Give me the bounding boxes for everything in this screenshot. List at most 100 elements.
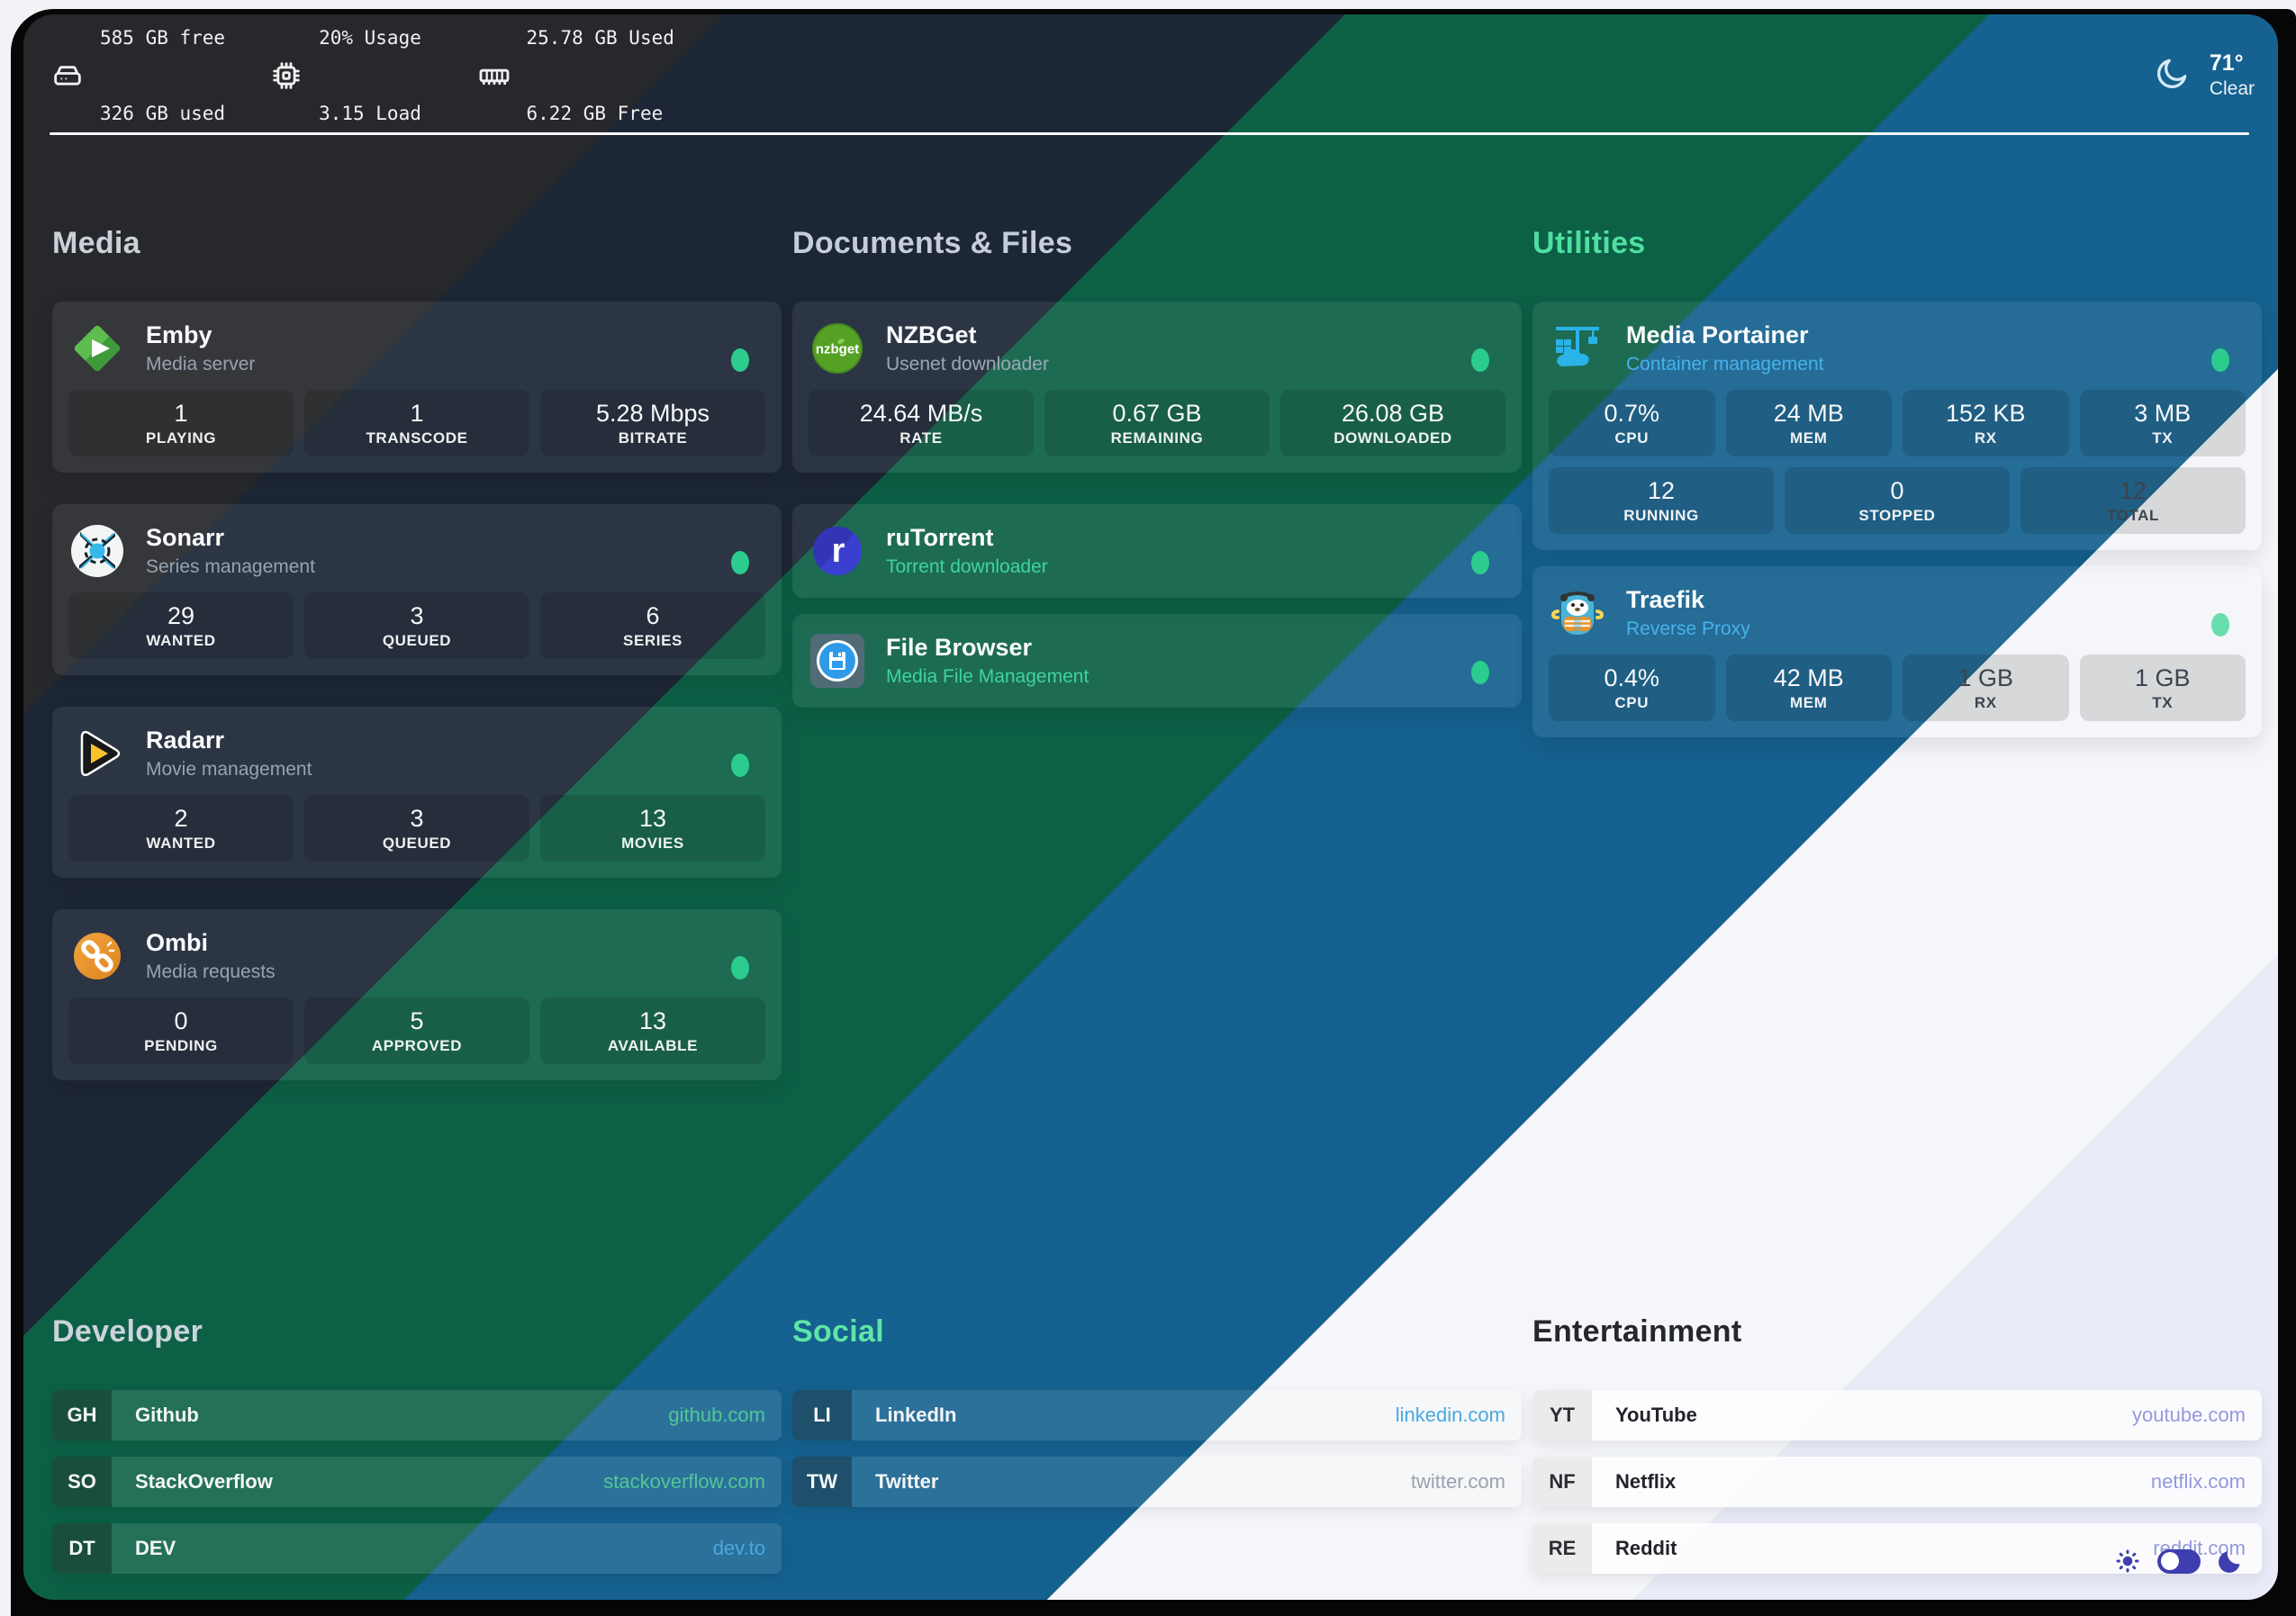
- stat-label: RUNNING: [1623, 506, 1699, 524]
- app-titles: ruTorrent Torrent downloader: [886, 523, 1048, 580]
- section-developer: Developer GH Github github.com SO StackOverfl…: [52, 1305, 782, 1590]
- stat-row: 0.4% CPU 42 MB MEM 1 GB RX 1 GB TX: [1549, 655, 2246, 721]
- app-card-header: Ombi Media requests: [68, 925, 765, 987]
- app-titles: Radarr Movie management: [146, 726, 312, 782]
- stat-value: 0.67 GB: [1112, 399, 1202, 427]
- sun-icon[interactable]: [2114, 1548, 2141, 1575]
- stat-wanted: 29 WANTED: [68, 592, 294, 659]
- app-title: Media Portainer: [1626, 320, 1809, 348]
- ram-used: 25.78 GB Used: [526, 27, 674, 49]
- stat-value: 5: [410, 1007, 424, 1034]
- app-description: Usenet downloader: [886, 353, 1049, 375]
- traefik-icon: [1549, 584, 1606, 642]
- app-description: Torrent downloader: [886, 555, 1048, 577]
- stat-value: 13: [638, 804, 667, 832]
- link-url: stackoverflow.com: [603, 1470, 765, 1493]
- stat-label: MEM: [1790, 429, 1828, 447]
- stat-value: 2: [174, 804, 188, 832]
- link-row-netflix[interactable]: NF Netflix netflix.com: [1532, 1457, 2262, 1507]
- stat-label: CPU: [1614, 429, 1650, 447]
- stat-cpu: 0.7% CPU: [1549, 390, 1715, 456]
- app-card-nzbget[interactable]: nzbget NZBGet Usenet downloader 24.64 MB/s R…: [792, 302, 1522, 473]
- stat-stopped: 0 STOPPED: [1785, 467, 2010, 534]
- status-dot: [731, 551, 749, 574]
- stat-rx: 152 KB RX: [1903, 390, 2069, 456]
- link-name: DEV: [135, 1537, 176, 1559]
- app-card-header: File Browser Media File Management: [809, 630, 1505, 691]
- status-dot: [2211, 613, 2229, 636]
- stat-total: 12 TOTAL: [2020, 467, 2246, 534]
- stat-label: DOWNLOADED: [1333, 429, 1452, 447]
- app-title: NZBGet: [886, 320, 977, 348]
- link-row-stackoverflow[interactable]: SO StackOverflow stackoverflow.com: [52, 1457, 782, 1507]
- link-tag: NF: [1532, 1457, 1592, 1507]
- weather-condition: Clear: [2209, 78, 2255, 99]
- app-description: Movie management: [146, 758, 312, 780]
- stat-value: 24 MB: [1773, 399, 1844, 427]
- app-title: Ombi: [146, 928, 209, 956]
- stat-mem: 24 MB MEM: [1725, 390, 1892, 456]
- link-row-twitter[interactable]: TW Twitter twitter.com: [792, 1457, 1522, 1507]
- system-stats: 585 GB free 326 GB used 20% Usage 3.15 L…: [50, 14, 674, 176]
- section-title-social: Social: [792, 1314, 884, 1349]
- cpu-icon: [268, 58, 304, 94]
- stat-label: MOVIES: [621, 834, 684, 852]
- stat-value: 0.7%: [1604, 399, 1660, 427]
- ram-free: 6.22 GB Free: [526, 103, 664, 124]
- status-dot: [2211, 348, 2229, 372]
- memory-stat: 25.78 GB Used 6.22 GB Free: [476, 14, 674, 176]
- weather-widget: 71° Clear: [2152, 50, 2255, 102]
- stat-cpu: 0.4% CPU: [1549, 655, 1715, 721]
- stat-value: 0: [174, 1007, 188, 1034]
- link-url: twitter.com: [1410, 1470, 1505, 1493]
- app-card-file-browser[interactable]: File Browser Media File Management: [792, 614, 1522, 708]
- emby-icon: [68, 320, 126, 377]
- stat-value: 5.28 Mbps: [595, 399, 710, 427]
- app-description: Media server: [146, 353, 256, 375]
- app-titles: File Browser Media File Management: [886, 633, 1089, 690]
- link-row-dev[interactable]: DT DEV dev.to: [52, 1523, 782, 1574]
- link-tag: GH: [52, 1390, 112, 1440]
- stat-row: 0 PENDING 5 APPROVED 13 AVAILABLE: [68, 998, 765, 1064]
- section-title-developer: Developer: [52, 1314, 203, 1349]
- theme-toggle-knob: [2161, 1552, 2179, 1570]
- app-card-radarr[interactable]: Radarr Movie management 2 WANTED 3 QUEUED 13 MO…: [52, 707, 782, 878]
- stat-value: 3: [410, 804, 424, 832]
- app-card-media-portainer[interactable]: Media Portainer Container management 0.7% C…: [1532, 302, 2262, 550]
- link-url: dev.to: [712, 1537, 765, 1559]
- radarr-icon: [68, 725, 126, 782]
- stat-label: TOTAL: [2106, 506, 2160, 524]
- link-row-linkedin[interactable]: LI LinkedIn linkedin.com: [792, 1390, 1522, 1440]
- theme-toggles: [2114, 1548, 2244, 1575]
- stat-transcode: 1 TRANSCODE: [304, 390, 529, 456]
- moon-filled-icon[interactable]: [2217, 1548, 2244, 1575]
- link-row-github[interactable]: GH Github github.com: [52, 1390, 782, 1440]
- link-tag: TW: [792, 1457, 852, 1507]
- link-row-youtube[interactable]: YT YouTube youtube.com: [1532, 1390, 2262, 1440]
- app-card-ombi[interactable]: Ombi Media requests 0 PENDING 5 APPROVED 13 AVA…: [52, 909, 782, 1080]
- app-card-emby[interactable]: Emby Media server 1 PLAYING 1 TRANSCODE 5.28 M…: [52, 302, 782, 473]
- app-card-sonarr[interactable]: Sonarr Series management 29 WANTED 3 QUEUED 6 S…: [52, 504, 782, 675]
- svg-text:nzbget: nzbget: [816, 342, 859, 357]
- app-card-header: nzbget NZBGet Usenet downloader: [809, 318, 1505, 379]
- disk-used: 326 GB used: [100, 103, 226, 124]
- section-title-media: Media: [52, 225, 140, 260]
- link-url: linkedin.com: [1395, 1404, 1505, 1426]
- stat-bitrate: 5.28 Mbps BITRATE: [540, 390, 765, 456]
- stat-label: STOPPED: [1858, 506, 1936, 524]
- stat-label: MEM: [1790, 693, 1828, 711]
- app-titles: Traefik Reverse Proxy: [1626, 585, 1750, 642]
- stat-running: 12 RUNNING: [1549, 467, 1774, 534]
- stat-value: 24.64 MB/s: [859, 399, 983, 427]
- stat-downloaded: 26.08 GB DOWNLOADED: [1280, 390, 1505, 456]
- weather-temp: 71°: [2209, 50, 2244, 76]
- theme-toggle[interactable]: [2157, 1548, 2201, 1574]
- stat-value: 1: [410, 399, 424, 427]
- app-card-rutorrent[interactable]: r ruTorrent Torrent downloader: [792, 504, 1522, 598]
- app-card-traefik[interactable]: Traefik Reverse Proxy 0.4% CPU 42 MB MEM 1 GB R…: [1532, 566, 2262, 737]
- link-name: Reddit: [1615, 1537, 1677, 1559]
- stat-label: APPROVED: [371, 1036, 463, 1054]
- link-tag: YT: [1532, 1390, 1592, 1440]
- stat-label: RX: [1974, 429, 1997, 447]
- status-dot: [1471, 661, 1489, 684]
